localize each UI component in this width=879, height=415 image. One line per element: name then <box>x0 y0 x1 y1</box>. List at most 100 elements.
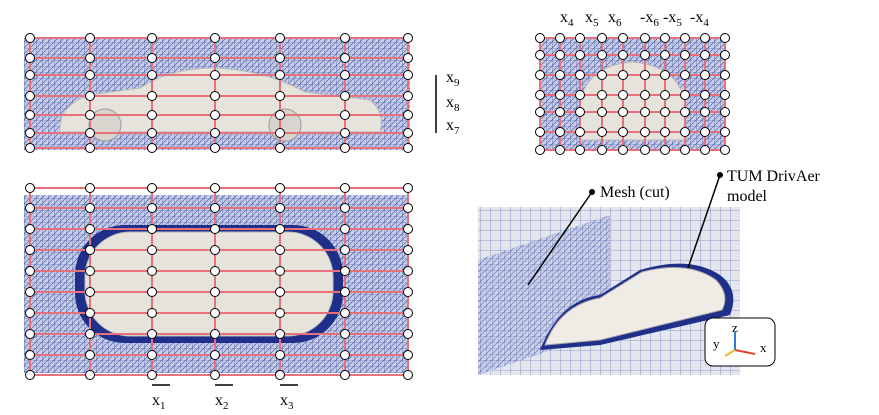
node <box>26 225 35 234</box>
node <box>404 204 413 213</box>
dim-index: 5 <box>593 17 599 29</box>
node <box>341 330 350 339</box>
node <box>556 146 565 155</box>
dim-letter: x <box>446 94 454 111</box>
node <box>276 54 285 63</box>
node <box>721 108 730 117</box>
node <box>211 111 220 120</box>
node <box>404 144 413 153</box>
node <box>26 129 35 138</box>
top-car <box>85 232 333 336</box>
node <box>148 111 157 120</box>
node <box>598 34 607 43</box>
node <box>86 111 95 120</box>
node <box>404 351 413 360</box>
dim-letter: x <box>585 9 593 26</box>
dim-index: 4 <box>568 17 574 29</box>
node <box>86 246 95 255</box>
node <box>536 34 545 43</box>
dim-index: 9 <box>454 77 460 89</box>
node <box>276 288 285 297</box>
dim-index: 2 <box>223 400 229 412</box>
node <box>721 71 730 80</box>
dim-index: 7 <box>454 125 460 137</box>
node <box>148 351 157 360</box>
node <box>148 330 157 339</box>
wheel <box>269 109 301 141</box>
dim-letter: x <box>152 392 160 409</box>
node <box>211 34 220 43</box>
node <box>86 309 95 318</box>
node <box>341 204 350 213</box>
node <box>26 71 35 80</box>
node <box>276 144 285 153</box>
node <box>148 34 157 43</box>
axis-label: x <box>760 340 767 355</box>
node <box>681 146 690 155</box>
node <box>536 51 545 60</box>
node <box>576 128 585 137</box>
node <box>576 146 585 155</box>
node <box>86 34 95 43</box>
node <box>26 330 35 339</box>
node <box>86 54 95 63</box>
node <box>404 330 413 339</box>
node <box>148 288 157 297</box>
dim-label: -x5 <box>663 9 682 29</box>
dim-label: x8 <box>446 94 460 114</box>
node <box>276 330 285 339</box>
node <box>661 108 670 117</box>
node <box>26 111 35 120</box>
node <box>341 34 350 43</box>
node <box>211 144 220 153</box>
dim-letter: x <box>645 9 653 26</box>
node <box>211 288 220 297</box>
node <box>86 371 95 380</box>
node <box>86 71 95 80</box>
node <box>619 91 628 100</box>
node <box>556 34 565 43</box>
node <box>148 184 157 193</box>
node <box>211 351 220 360</box>
node <box>721 128 730 137</box>
node <box>404 309 413 318</box>
node <box>701 146 710 155</box>
node <box>404 34 413 43</box>
node <box>681 71 690 80</box>
node <box>404 111 413 120</box>
node <box>211 309 220 318</box>
dim-letter: x <box>560 9 568 26</box>
dim-index: 6 <box>653 17 659 29</box>
node <box>341 225 350 234</box>
dim-label: x9 <box>446 69 460 89</box>
node <box>26 351 35 360</box>
axis-label: y <box>713 336 720 351</box>
node <box>701 108 710 117</box>
node <box>26 309 35 318</box>
node <box>341 184 350 193</box>
dim-label: -x4 <box>690 9 709 29</box>
node <box>276 184 285 193</box>
node <box>661 71 670 80</box>
dim-letter: x <box>280 392 288 409</box>
node <box>404 225 413 234</box>
node <box>211 330 220 339</box>
node <box>641 71 650 80</box>
node <box>86 267 95 276</box>
node <box>556 71 565 80</box>
node <box>661 51 670 60</box>
node <box>341 71 350 80</box>
node <box>341 92 350 101</box>
node <box>86 92 95 101</box>
node <box>86 330 95 339</box>
node <box>211 246 220 255</box>
dim-label: x1 <box>152 392 166 412</box>
node <box>26 246 35 255</box>
node <box>619 128 628 137</box>
node <box>536 91 545 100</box>
figure: Mesh (cut) TUM DrivAer model z y x x9x8x… <box>0 0 879 415</box>
dim-label: x7 <box>446 117 460 137</box>
node <box>404 267 413 276</box>
node <box>341 144 350 153</box>
node <box>341 129 350 138</box>
